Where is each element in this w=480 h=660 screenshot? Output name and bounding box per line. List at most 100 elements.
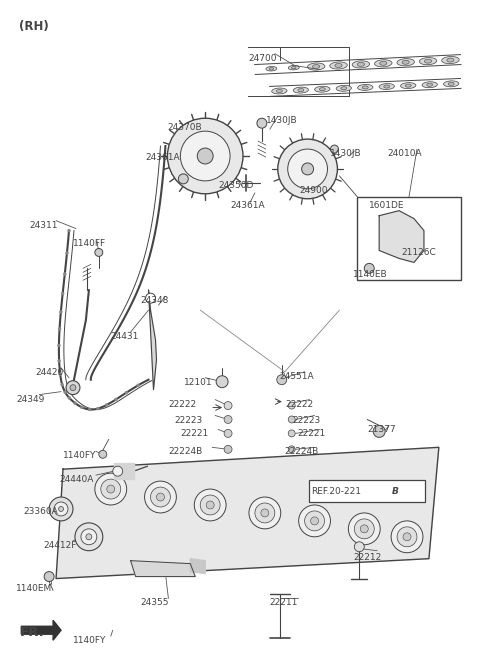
Ellipse shape bbox=[424, 59, 432, 63]
Circle shape bbox=[249, 497, 281, 529]
Circle shape bbox=[311, 517, 319, 525]
Ellipse shape bbox=[420, 57, 437, 65]
Text: 24349: 24349 bbox=[16, 395, 45, 404]
Polygon shape bbox=[21, 620, 61, 640]
Ellipse shape bbox=[293, 87, 309, 93]
Circle shape bbox=[216, 376, 228, 387]
Text: 22212: 22212 bbox=[353, 552, 382, 562]
Ellipse shape bbox=[352, 61, 370, 68]
Circle shape bbox=[61, 292, 64, 295]
Ellipse shape bbox=[272, 88, 287, 94]
Text: 24900: 24900 bbox=[300, 186, 328, 195]
Circle shape bbox=[180, 131, 230, 181]
Circle shape bbox=[299, 505, 330, 537]
Text: 24700: 24700 bbox=[248, 53, 276, 63]
Text: 1601DE: 1601DE bbox=[369, 201, 405, 210]
Circle shape bbox=[88, 408, 91, 411]
Circle shape bbox=[65, 251, 69, 255]
Circle shape bbox=[81, 529, 97, 544]
Circle shape bbox=[257, 118, 267, 128]
Circle shape bbox=[44, 572, 54, 581]
Text: 1430JB: 1430JB bbox=[266, 116, 298, 125]
Polygon shape bbox=[190, 558, 205, 574]
Text: 21377: 21377 bbox=[367, 426, 396, 434]
Circle shape bbox=[288, 446, 295, 453]
Circle shape bbox=[105, 403, 108, 407]
Circle shape bbox=[49, 497, 73, 521]
Polygon shape bbox=[379, 211, 424, 263]
Ellipse shape bbox=[405, 84, 411, 87]
Ellipse shape bbox=[266, 67, 277, 71]
Circle shape bbox=[288, 402, 295, 409]
FancyBboxPatch shape bbox=[309, 480, 425, 502]
Ellipse shape bbox=[315, 86, 330, 92]
Circle shape bbox=[277, 375, 287, 385]
Circle shape bbox=[95, 473, 127, 505]
Circle shape bbox=[75, 523, 103, 550]
Circle shape bbox=[224, 416, 232, 424]
Ellipse shape bbox=[401, 82, 416, 88]
Ellipse shape bbox=[298, 88, 304, 92]
Text: 24412F: 24412F bbox=[43, 541, 76, 550]
Circle shape bbox=[391, 521, 423, 552]
Ellipse shape bbox=[276, 89, 282, 92]
Circle shape bbox=[224, 401, 232, 410]
Circle shape bbox=[360, 525, 368, 533]
Circle shape bbox=[96, 407, 99, 410]
Text: 1140EB: 1140EB bbox=[353, 271, 388, 279]
Text: FR.: FR. bbox=[19, 626, 44, 640]
Text: 21126C: 21126C bbox=[401, 248, 436, 257]
Text: 24348: 24348 bbox=[141, 296, 169, 305]
Circle shape bbox=[137, 384, 140, 387]
Text: 22224B: 22224B bbox=[285, 447, 319, 456]
Ellipse shape bbox=[447, 58, 454, 62]
Circle shape bbox=[200, 495, 220, 515]
Text: 22222: 22222 bbox=[168, 399, 196, 409]
Text: 24420: 24420 bbox=[35, 368, 63, 377]
Ellipse shape bbox=[307, 63, 325, 70]
Circle shape bbox=[54, 502, 68, 516]
Ellipse shape bbox=[442, 57, 459, 63]
Circle shape bbox=[63, 273, 66, 275]
Circle shape bbox=[288, 149, 327, 189]
Ellipse shape bbox=[269, 67, 274, 70]
Circle shape bbox=[101, 479, 120, 499]
Text: 1140FY: 1140FY bbox=[73, 636, 107, 645]
Ellipse shape bbox=[312, 65, 320, 69]
Ellipse shape bbox=[379, 84, 395, 90]
Text: B: B bbox=[392, 486, 399, 496]
Ellipse shape bbox=[358, 84, 373, 90]
Text: 1140FY: 1140FY bbox=[63, 451, 96, 460]
Circle shape bbox=[397, 527, 417, 546]
Text: 23360A: 23360A bbox=[23, 507, 58, 516]
Circle shape bbox=[305, 511, 324, 531]
Polygon shape bbox=[114, 463, 133, 479]
Text: REF.20-221: REF.20-221 bbox=[312, 486, 361, 496]
Ellipse shape bbox=[427, 83, 432, 86]
Circle shape bbox=[354, 542, 364, 552]
Circle shape bbox=[68, 397, 71, 399]
Circle shape bbox=[301, 163, 313, 175]
Ellipse shape bbox=[291, 67, 296, 69]
Text: 24370B: 24370B bbox=[168, 123, 202, 132]
Circle shape bbox=[224, 430, 232, 438]
Circle shape bbox=[288, 430, 295, 437]
Text: 22223: 22223 bbox=[293, 416, 321, 424]
Ellipse shape bbox=[444, 81, 459, 87]
Text: 24361A: 24361A bbox=[145, 153, 180, 162]
Circle shape bbox=[58, 327, 61, 331]
Text: 1140EM: 1140EM bbox=[16, 583, 52, 593]
Ellipse shape bbox=[380, 61, 387, 65]
Ellipse shape bbox=[357, 63, 364, 67]
Text: 24440A: 24440A bbox=[59, 475, 94, 484]
Text: 24355: 24355 bbox=[141, 599, 169, 607]
Ellipse shape bbox=[362, 86, 368, 89]
Circle shape bbox=[144, 481, 176, 513]
Ellipse shape bbox=[288, 65, 299, 70]
Text: 22221: 22221 bbox=[180, 430, 209, 438]
Text: 24311: 24311 bbox=[29, 220, 58, 230]
Text: 22224B: 22224B bbox=[168, 447, 203, 456]
Circle shape bbox=[60, 383, 64, 386]
Ellipse shape bbox=[397, 59, 414, 66]
Circle shape bbox=[70, 385, 76, 391]
